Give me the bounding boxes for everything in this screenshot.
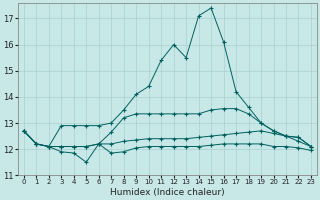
X-axis label: Humidex (Indice chaleur): Humidex (Indice chaleur) (110, 188, 225, 197)
